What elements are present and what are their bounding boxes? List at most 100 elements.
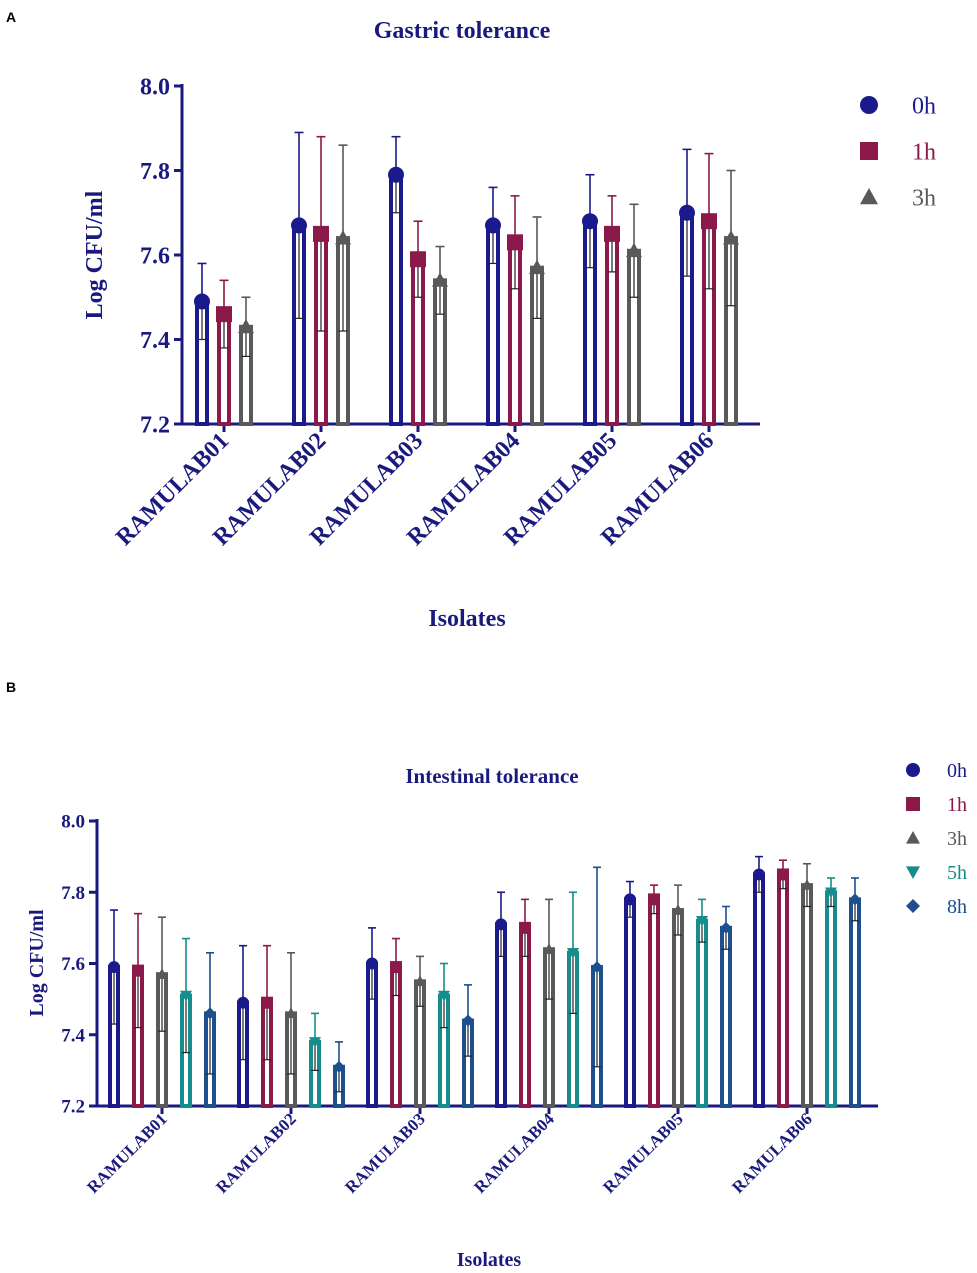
legend-marker-3h [860, 188, 878, 205]
legend-marker-0h [906, 763, 920, 777]
data-point-marker [825, 887, 837, 899]
data-point-marker [261, 996, 273, 1009]
data-point-marker [180, 990, 192, 1002]
data-point-marker [567, 948, 579, 959]
x-axis-label: Isolates [428, 606, 505, 632]
data-point-marker [216, 306, 232, 323]
data-point-marker [626, 242, 642, 258]
bar [753, 872, 765, 1108]
data-point-marker [624, 893, 636, 906]
chart-title: Intestinal tolerance [405, 764, 578, 788]
y-axis-label: Log CFU/ml [26, 909, 48, 1017]
data-point-marker [414, 975, 426, 987]
y-tick-label: 7.6 [140, 243, 170, 269]
data-point-marker [753, 868, 765, 881]
data-point-marker [285, 1007, 297, 1019]
y-tick-label: 7.8 [61, 883, 85, 904]
data-point-marker [410, 251, 426, 268]
data-point-marker [672, 904, 684, 915]
legend-marker-1h [860, 142, 878, 160]
category-label: RAMULAB02 [212, 1109, 300, 1197]
legend-marker-5h [906, 866, 920, 879]
data-point-marker [507, 234, 523, 251]
category-label: RAMULAB01 [83, 1109, 171, 1197]
data-point-marker [309, 1037, 321, 1048]
legend-marker-0h [860, 96, 878, 114]
data-point-marker [291, 217, 307, 234]
data-point-marker [591, 961, 603, 974]
legend-label-3h: 3h [947, 828, 967, 850]
chart-panel-a: A Gastric tolerance Log CFU/ml Isolates 7.2 7… [6, 9, 936, 632]
x-axis-label: Isolates [457, 1249, 522, 1271]
bar [672, 908, 684, 1108]
data-point-marker [495, 918, 507, 931]
data-point-marker [335, 230, 351, 245]
y-tick-label: 7.8 [140, 159, 170, 185]
data-point-marker [333, 1060, 345, 1073]
data-point-marker [132, 964, 144, 977]
chart-panel-b: B Intestinal tolerance Log CFU/ml Isolates 7… [6, 679, 967, 1271]
y-tick-label: 7.4 [61, 1025, 85, 1046]
data-point-marker [204, 1007, 216, 1020]
bar [849, 897, 861, 1108]
data-point-marker [519, 921, 531, 934]
data-point-marker [237, 996, 249, 1009]
data-point-marker [529, 259, 545, 275]
data-point-marker [582, 213, 598, 230]
y-tick-label: 7.2 [140, 412, 170, 438]
legend-marker-3h [906, 831, 920, 844]
bar [825, 890, 837, 1108]
y-tick-label: 7.6 [61, 954, 85, 975]
legend-marker-8h [906, 899, 920, 913]
data-point-marker [390, 961, 402, 974]
data-point-marker [194, 293, 210, 310]
data-point-marker [388, 166, 404, 183]
bar [801, 883, 813, 1108]
bar [648, 897, 660, 1108]
category-label: RAMULAB06 [728, 1109, 816, 1197]
data-point-marker [648, 893, 660, 906]
legend-label-3h: 3h [912, 185, 936, 211]
bar [720, 925, 732, 1108]
data-point-marker [679, 204, 695, 221]
legend-label-0h: 0h [912, 93, 936, 119]
y-tick-label: 8.0 [61, 812, 85, 833]
data-point-marker [543, 943, 555, 955]
bar [696, 918, 708, 1108]
legend-marker-1h [906, 797, 920, 811]
data-point-marker [723, 230, 739, 245]
data-point-marker [485, 217, 501, 234]
legend-label-1h: 1h [912, 139, 936, 165]
category-label: RAMULAB05 [599, 1109, 687, 1197]
data-point-marker [366, 957, 378, 970]
chart-title: Gastric tolerance [374, 18, 551, 44]
data-point-marker [720, 921, 732, 934]
data-point-marker [701, 213, 717, 230]
y-tick-label: 8.0 [140, 74, 170, 100]
bar [777, 872, 789, 1108]
data-point-marker [438, 990, 450, 1002]
category-label: RAMULAB03 [341, 1109, 429, 1197]
data-point-marker [156, 968, 168, 979]
data-point-marker [604, 225, 620, 242]
legend-label-0h: 0h [947, 760, 967, 782]
data-point-marker [108, 961, 120, 974]
y-tick-label: 7.4 [140, 328, 170, 354]
data-point-marker [849, 893, 861, 906]
legend-label-5h: 5h [947, 862, 967, 884]
data-point-marker [801, 879, 813, 890]
panel-letter: A [6, 9, 16, 25]
data-point-marker [238, 318, 254, 334]
legend-label-8h: 8h [947, 896, 967, 918]
data-point-marker [462, 1014, 474, 1027]
data-point-marker [777, 868, 789, 881]
data-point-marker [313, 225, 329, 242]
category-label: RAMULAB04 [470, 1109, 558, 1197]
panel-letter: B [6, 679, 16, 695]
bar [624, 897, 636, 1108]
y-tick-label: 7.2 [61, 1097, 85, 1118]
y-axis-label: Log CFU/ml [82, 190, 108, 319]
data-point-marker [696, 915, 708, 927]
legend-label-1h: 1h [947, 794, 967, 816]
